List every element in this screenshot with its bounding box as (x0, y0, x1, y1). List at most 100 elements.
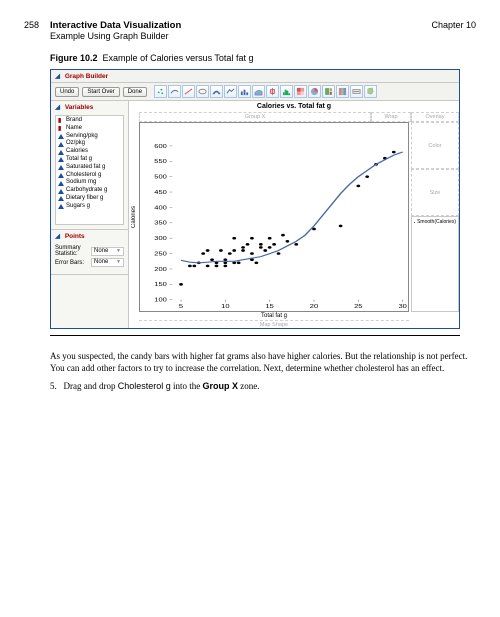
cholesterol-g-var: Cholesterol g (118, 381, 171, 391)
boxplot-element-icon[interactable] (266, 85, 279, 98)
contour-element-icon[interactable] (210, 85, 223, 98)
continuous-icon (58, 181, 64, 186)
svg-text:450: 450 (154, 190, 167, 196)
wrap-zone[interactable]: Wrap (371, 112, 411, 122)
map-shape-zone[interactable]: Map Shape (139, 320, 409, 328)
figure-rule (50, 335, 460, 336)
overlay-zone[interactable]: Overlay (411, 112, 459, 122)
window-title-bar[interactable]: ◢ Graph Builder (51, 70, 459, 83)
svg-text:150: 150 (154, 282, 167, 288)
variable-item[interactable]: Serving/pkg (56, 133, 123, 141)
group-x-zone[interactable]: Group X (139, 112, 371, 122)
step-5-b: into the (171, 381, 203, 391)
variable-name: Total fat g (66, 156, 92, 164)
start-over-button[interactable]: Start Over (82, 87, 119, 97)
plot-frame[interactable]: 1001502002503003504004505005506005101520… (139, 122, 409, 312)
summary-stat-value: None (94, 247, 108, 256)
page-title-sub: Example Using Graph Builder (50, 31, 431, 41)
variable-item[interactable]: ▮Name (56, 125, 123, 133)
svg-text:25: 25 (354, 304, 363, 310)
variable-name: Dietary fiber g (66, 195, 103, 203)
color-zone[interactable]: Color (411, 122, 459, 169)
area-element-icon[interactable] (252, 85, 265, 98)
left-panel: ◢ Variables ▮Brand▮NameServing/pkgOz/pkg… (51, 101, 129, 328)
continuous-icon (58, 157, 64, 162)
ellipse-element-icon[interactable] (196, 85, 209, 98)
window-title-text: Graph Builder (65, 73, 108, 80)
element-toolbar (154, 85, 455, 98)
toolbar: Undo Start Over Done (51, 83, 459, 101)
y-axis-label[interactable]: Calories (129, 122, 139, 312)
treemap-element-icon[interactable] (322, 85, 335, 98)
svg-text:5: 5 (179, 304, 184, 310)
variables-panel-title[interactable]: ◢ Variables (51, 101, 128, 113)
step-5-a: Drag and drop (64, 381, 118, 391)
size-zone[interactable]: Size (411, 169, 459, 216)
points-element-icon[interactable] (154, 85, 167, 98)
disclosure-triangle-icon[interactable]: ◢ (55, 103, 63, 111)
chevron-down-icon: ▼ (116, 258, 121, 267)
variable-item[interactable]: Sugars g (56, 203, 123, 211)
svg-text:30: 30 (398, 304, 407, 310)
disclosure-triangle-icon[interactable]: ◢ (55, 232, 63, 240)
mosaic-element-icon[interactable] (336, 85, 349, 98)
chart-area: Calories vs. Total fat g Group X Wrap Ov… (129, 101, 459, 328)
heatmap-element-icon[interactable] (294, 85, 307, 98)
error-bars-select[interactable]: None ▼ (91, 258, 124, 267)
chapter-label: Chapter 10 (431, 20, 476, 30)
summary-stat-select[interactable]: None ▼ (91, 247, 124, 256)
variable-item[interactable]: Total fat g (56, 156, 123, 164)
nominal-icon: ▮ (58, 118, 64, 124)
svg-text:400: 400 (154, 205, 167, 211)
error-bars-row: Error Bars: None ▼ (55, 258, 124, 267)
graph-builder-window: ◢ Graph Builder Undo Start Over Done (50, 69, 460, 329)
figure-label: Figure 10.2 (50, 53, 98, 63)
svg-text:15: 15 (266, 304, 275, 310)
done-button[interactable]: Done (123, 87, 147, 97)
svg-text:350: 350 (154, 221, 167, 227)
bar-element-icon[interactable] (238, 85, 251, 98)
continuous-icon (58, 142, 64, 147)
svg-text:550: 550 (154, 159, 167, 165)
variable-item[interactable]: ▮Brand (56, 117, 123, 125)
variable-item[interactable]: Carbohydrate g (56, 187, 123, 195)
variable-item[interactable]: Oz/pkg (56, 140, 123, 148)
error-bars-label: Error Bars: (55, 260, 89, 266)
caption-box-icon[interactable] (350, 85, 363, 98)
x-axis-label[interactable]: Total fat g (139, 312, 409, 320)
svg-text:100: 100 (154, 298, 167, 304)
pie-element-icon[interactable] (308, 85, 321, 98)
variables-list[interactable]: ▮Brand▮NameServing/pkgOz/pkgCaloriesTota… (55, 115, 124, 225)
variable-name: Sugars g (66, 203, 90, 211)
variable-item[interactable]: Calories (56, 148, 123, 156)
undo-button[interactable]: Undo (55, 87, 79, 97)
points-panel-title[interactable]: ◢ Points (51, 230, 128, 242)
variable-item[interactable]: Saturated fat g (56, 164, 123, 172)
variable-name: Calories (66, 148, 88, 156)
chevron-down-icon: ▼ (116, 247, 121, 256)
legend-box[interactable]: Smooth(Calories) (411, 216, 459, 312)
figure-caption: Figure 10.2 Example of Calories versus T… (50, 53, 476, 63)
continuous-icon (58, 134, 64, 139)
map-shapes-icon[interactable] (364, 85, 377, 98)
scatter-plot[interactable]: 1001502002503003504004505005506005101520… (140, 123, 408, 311)
histogram-element-icon[interactable] (280, 85, 293, 98)
smoother-element-icon[interactable] (168, 85, 181, 98)
variable-item[interactable]: Sodium mg (56, 179, 123, 187)
page-header: 258 Interactive Data Visualization Examp… (24, 20, 476, 41)
top-drop-zones: Group X Wrap Overlay (129, 112, 459, 122)
step-5-c: zone. (238, 381, 260, 391)
figure-caption-text: Example of Calories versus Total fat g (103, 53, 254, 63)
svg-text:20: 20 (310, 304, 319, 310)
continuous-icon (58, 196, 64, 201)
variables-panel: ◢ Variables ▮Brand▮NameServing/pkgOz/pkg… (51, 101, 128, 230)
points-label: Points (65, 233, 85, 240)
variable-item[interactable]: Dietary fiber g (56, 195, 123, 203)
variable-name: Name (66, 125, 82, 133)
variable-item[interactable]: Cholesterol g (56, 172, 123, 180)
summary-stat-row: Summary Statistic: None ▼ (55, 245, 124, 257)
line-element-icon[interactable] (224, 85, 237, 98)
disclosure-triangle-icon[interactable]: ◢ (55, 72, 63, 80)
line-of-fit-icon[interactable] (182, 85, 195, 98)
continuous-icon (58, 189, 64, 194)
